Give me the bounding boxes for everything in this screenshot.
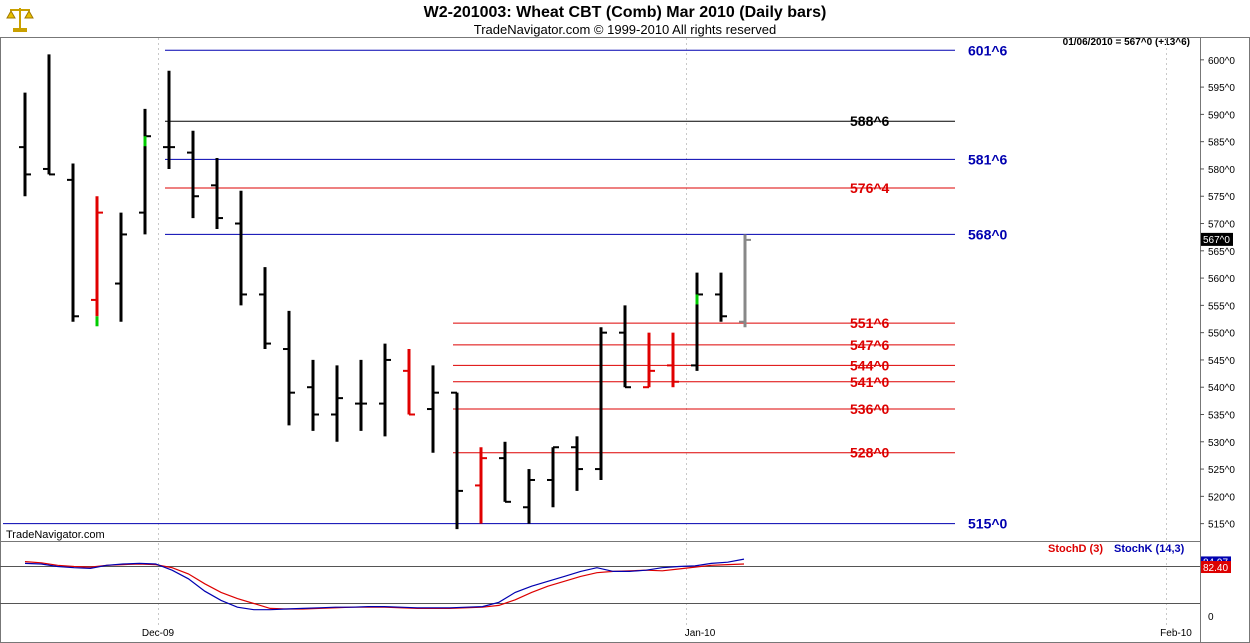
ohlc-bar <box>619 305 631 389</box>
level-label: 601^6 <box>968 42 1008 58</box>
ohlc-bar <box>427 365 439 453</box>
ohlc-bar <box>235 190 247 306</box>
ohlc-bar <box>547 446 559 508</box>
price-readout: 01/06/2010 = 567^0 (+13^6) <box>1062 37 1190 48</box>
y-tick-label: 575^0 <box>1208 192 1235 203</box>
y-tick-label: 515^0 <box>1208 520 1235 531</box>
ohlc-bar <box>139 108 151 235</box>
y-tick-label: 530^0 <box>1208 438 1235 449</box>
x-tick-label: Dec-09 <box>142 628 175 639</box>
y-tick-label: 535^0 <box>1208 411 1235 422</box>
ohlc-bar <box>475 447 487 524</box>
grid-lines <box>158 38 1167 625</box>
level-label: 568^0 <box>968 226 1008 242</box>
level-label: 547^6 <box>850 337 890 353</box>
price-axis: 600^0 595^0 590^0 585^0 580^0 575^0 570^0 565^0… <box>1200 56 1235 531</box>
date-axis: Dec-09 Jan-10 Feb-10 <box>142 628 1192 639</box>
y-tick-label: 555^0 <box>1208 301 1235 312</box>
stoch-tick-label: 0 <box>1208 612 1214 623</box>
ohlc-bar <box>331 365 343 442</box>
ohlc-bar <box>499 441 511 503</box>
ohlc-bar <box>667 332 679 388</box>
level-label: 576^4 <box>850 180 890 196</box>
ohlc-bar <box>187 130 199 219</box>
ohlc-bar <box>451 391 463 530</box>
stochastic-panel: 084.9782.40 <box>0 556 1231 623</box>
ohlc-bar <box>211 158 223 229</box>
y-tick-label: 595^0 <box>1208 83 1235 94</box>
y-tick-label: 525^0 <box>1208 465 1235 476</box>
last-price-tag <box>1201 232 1233 246</box>
ohlc-bar <box>739 234 751 328</box>
chart-subtitle: TradeNavigator.com © 1999-2010 All right… <box>473 22 777 37</box>
level-label: 541^0 <box>850 374 890 390</box>
ohlc-bar <box>67 163 79 322</box>
level-label: 544^0 <box>850 357 890 373</box>
chart-title: W2-201003: Wheat CBT (Comb) Mar 2010 (Da… <box>423 4 827 21</box>
stoch-series-line <box>24 561 745 610</box>
ohlc-bar <box>403 349 415 416</box>
ohlc-bar <box>355 359 367 431</box>
ohlc-bars <box>19 54 751 530</box>
level-label: 536^0 <box>850 401 890 417</box>
ohlc-bar <box>715 272 727 322</box>
ohlc-bar <box>115 212 127 322</box>
y-tick-label: 560^0 <box>1208 274 1235 285</box>
ohlc-bar <box>643 332 655 389</box>
y-tick-label: 600^0 <box>1208 56 1235 67</box>
ohlc-bar <box>283 310 295 426</box>
ohlc-bar <box>259 267 271 350</box>
y-tick-label: 550^0 <box>1208 329 1235 340</box>
stoch-series-line <box>24 558 745 611</box>
y-tick-label: 580^0 <box>1208 165 1235 176</box>
y-tick-label: 540^0 <box>1208 383 1235 394</box>
stoch-k-legend: StochK (14,3) <box>1114 543 1185 555</box>
level-lines: 601^6 588^6 581^6 576^4 568^0 551^6 547^6 544^0… <box>3 42 1008 532</box>
x-tick-label: Jan-10 <box>685 628 716 639</box>
y-tick-label: 585^0 <box>1208 138 1235 149</box>
x-tick-label: Feb-10 <box>1160 628 1192 639</box>
level-label: 551^6 <box>850 315 890 331</box>
y-tick-label: 570^0 <box>1208 220 1235 231</box>
ohlc-bar <box>307 359 319 431</box>
scales-logo-icon <box>4 4 36 34</box>
last-price-label: 567^0 <box>1203 235 1230 246</box>
level-label: 515^0 <box>968 516 1008 532</box>
stoch-d-tag <box>1201 561 1231 574</box>
y-tick-label: 520^0 <box>1208 492 1235 503</box>
stoch-d-tag-label: 82.40 <box>1203 563 1228 574</box>
level-label: 581^6 <box>968 151 1008 167</box>
y-tick-label: 590^0 <box>1208 110 1235 121</box>
ohlc-bar <box>43 54 55 176</box>
ohlc-bar <box>595 327 607 480</box>
stoch-d-legend: StochD (3) <box>1048 543 1103 555</box>
ohlc-bar <box>19 92 31 197</box>
ohlc-bar <box>379 343 391 437</box>
ohlc-bar <box>571 436 583 491</box>
ohlc-bar <box>691 272 703 371</box>
ohlc-bar <box>523 469 535 524</box>
y-tick-label: 545^0 <box>1208 356 1235 367</box>
ohlc-bar <box>91 196 103 327</box>
y-tick-label: 565^0 <box>1208 247 1235 258</box>
level-label: 528^0 <box>850 445 890 461</box>
watermark-text: TradeNavigator.com <box>6 529 105 541</box>
ohlc-bar <box>163 70 175 169</box>
level-label: 588^6 <box>850 113 890 129</box>
